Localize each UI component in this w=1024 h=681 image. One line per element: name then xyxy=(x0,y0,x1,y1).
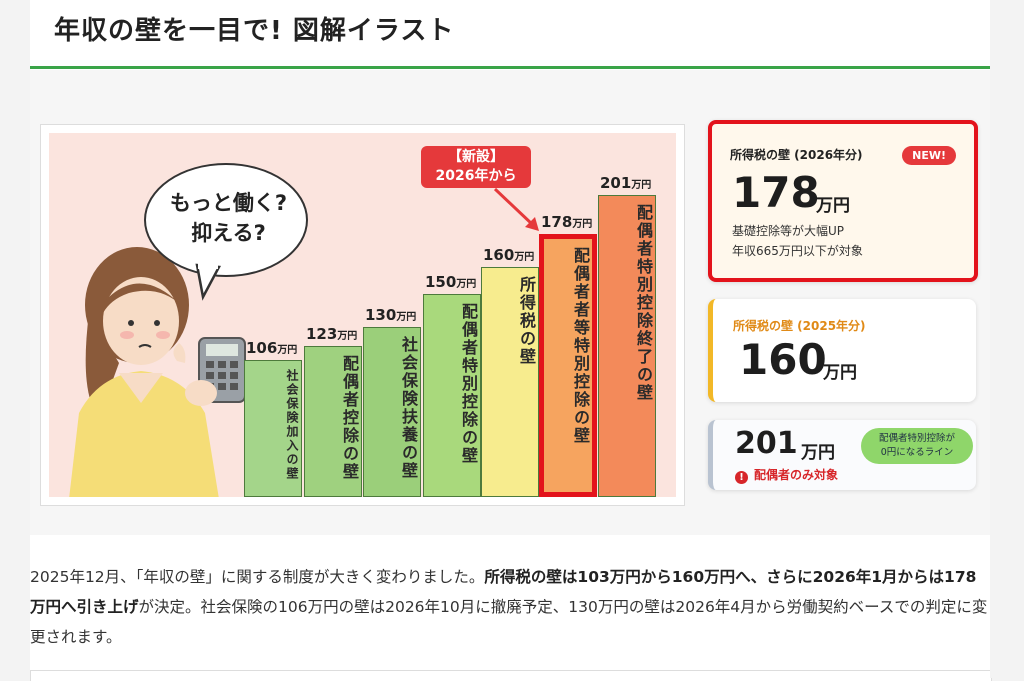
wall-value-unit: 万円 xyxy=(631,180,652,191)
wall-value-number: 178 xyxy=(541,213,573,231)
speech-text: もっと働く? 抑える? xyxy=(161,188,296,248)
page-gutter xyxy=(990,0,1024,678)
illustration: もっと働く? 抑える? 社会保険加入の壁 106万円 配偶者控除の壁 123万円 社会保… xyxy=(49,133,676,497)
wall-value-unit: 万円 xyxy=(396,312,417,323)
status-badge: 配偶者特別控除が 0円になるライン xyxy=(861,428,973,464)
paragraph-bold: 所得税の壁は103万円から160万円へ、さらに2026年1月からは178万円へ引… xyxy=(30,568,977,616)
wall-bar: 社会保険加入の壁 xyxy=(244,360,302,497)
new-badge: NEW! xyxy=(902,146,956,165)
card-value: 201 xyxy=(735,426,798,461)
wall-value-number: 123 xyxy=(306,325,338,343)
speech-line-1: もっと働く? xyxy=(169,191,288,215)
wall-label: 社会保険加入の壁 xyxy=(285,369,299,481)
wall-bar: 所得税の壁 xyxy=(481,267,539,497)
card-value: 178 xyxy=(732,168,820,217)
card-unit: 万円 xyxy=(816,196,850,216)
page-title: 年収の壁を一目で! 図解イラスト xyxy=(54,16,455,46)
speech-line-2: 抑える? xyxy=(191,221,266,245)
speech-bubble-tail xyxy=(195,263,221,301)
speech-bubble xyxy=(144,163,308,277)
next-section-box xyxy=(30,670,992,681)
arrow-icon xyxy=(493,187,539,231)
card-income-tax-2026: 所得税の壁 (2026年分) NEW! 178 万円 基礎控除等が大幅UP 年収… xyxy=(708,120,978,282)
wall-bar: 配偶者控除の壁 xyxy=(304,346,362,497)
wall-value-number: 130 xyxy=(365,306,397,324)
card-spouse-special-end: 201 万円 配偶者特別控除が 0円になるライン ! 配偶者のみ対象 xyxy=(708,420,976,490)
wall-value: 123万円 xyxy=(306,325,357,343)
card-note: 基礎控除等が大幅UP 年収665万円以下が対象 xyxy=(732,221,863,261)
new-tag-line-2: 2026年から xyxy=(435,168,517,184)
exclamation-icon: ! xyxy=(735,471,748,484)
wall-value: 201万円 xyxy=(600,174,651,192)
article-paragraph: 2025年12月、「年収の壁」に関する制度が大きく変わりました。所得税の壁は10… xyxy=(30,562,990,652)
wall-value: 106万円 xyxy=(246,339,297,357)
card-label: 所得税の壁 (2025年分) xyxy=(733,319,866,333)
wall-value-number: 150 xyxy=(425,273,457,291)
wall-value-number: 106 xyxy=(246,339,278,357)
wall-label: 社会保険扶養の壁 xyxy=(399,336,418,480)
wall-bar: 配偶者特別控除の壁 xyxy=(423,294,481,497)
infographic-panel: もっと働く? 抑える? 社会保険加入の壁 106万円 配偶者控除の壁 123万円 社会保… xyxy=(30,70,990,535)
wall-value-number: 160 xyxy=(483,246,515,264)
wall-value-unit: 万円 xyxy=(514,252,535,263)
article: 年収の壁を一目で! 図解イラスト xyxy=(30,0,992,681)
new-tag: 【新設】 2026年から xyxy=(421,146,531,188)
badge-line-1: 配偶者特別控除が xyxy=(878,433,955,444)
card-note-2: 年収665万円以下が対象 xyxy=(732,244,863,258)
paragraph-text: 2025年12月、「年収の壁」に関する制度が大きく変わりました。 xyxy=(30,568,485,586)
wall-value: 130万円 xyxy=(365,306,416,324)
title-divider xyxy=(30,66,990,69)
wall-value: 160万円 xyxy=(483,246,534,264)
wall-value: 178万円 xyxy=(541,213,592,231)
wall-bar: 社会保険扶養の壁 xyxy=(363,327,421,497)
illustration-frame: もっと働く? 抑える? 社会保険加入の壁 106万円 配偶者控除の壁 123万円 社会保… xyxy=(40,124,685,506)
wall-value-unit: 万円 xyxy=(572,219,593,230)
card-income-tax-2025: 所得税の壁 (2025年分) 160 万円 xyxy=(708,299,976,402)
warning-label: 配偶者のみ対象 xyxy=(754,468,839,482)
card-unit: 万円 xyxy=(823,363,857,383)
wall-value-number: 201 xyxy=(600,174,632,192)
wall-label: 所得税の壁 xyxy=(517,276,536,366)
card-note-1: 基礎控除等が大幅UP xyxy=(732,224,845,238)
wall-label: 配偶者特別控除の壁 xyxy=(459,303,478,465)
paragraph-tail: が決定。社会保険の106万円の壁は2026年10月に撤廃予定、130万円の壁は2… xyxy=(30,598,988,646)
woman-illustration xyxy=(69,247,246,497)
wall-value-unit: 万円 xyxy=(456,279,477,290)
new-tag-line-1: 【新設】 xyxy=(448,149,504,165)
card-unit: 万円 xyxy=(801,443,835,463)
wall-bar: 配偶者特別控除終了の壁 xyxy=(598,195,656,497)
wall-value-unit: 万円 xyxy=(337,331,358,342)
wall-label: 配偶者控除の壁 xyxy=(340,355,359,481)
wall-label: 配偶者者等特別控除の壁 xyxy=(571,247,590,445)
wall-bar: 配偶者者等特別控除の壁 xyxy=(539,234,597,497)
card-value: 160 xyxy=(739,335,827,384)
wall-label: 配偶者特別控除終了の壁 xyxy=(634,204,653,402)
wall-value: 150万円 xyxy=(425,273,476,291)
badge-line-2: 0円になるライン xyxy=(880,447,954,458)
card-label: 所得税の壁 (2026年分) xyxy=(730,148,863,162)
warning-text: ! 配偶者のみ対象 xyxy=(735,466,838,484)
wall-value-unit: 万円 xyxy=(277,345,298,356)
